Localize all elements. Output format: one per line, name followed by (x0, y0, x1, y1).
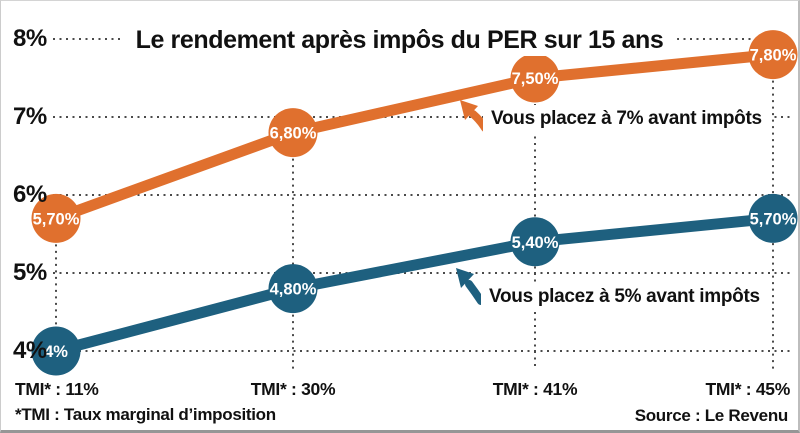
data-point-label-placement-5-pourcent: 4% (44, 343, 68, 361)
series-line-placement-5-pourcent (54, 212, 774, 357)
data-point-label-placement-5-pourcent: 5,40% (512, 234, 559, 252)
data-point-placement-5-pourcent (748, 193, 798, 243)
data-point-placement-7-pourcent (510, 53, 560, 103)
chart-title: Le rendement après impôs du PER sur 15 a… (121, 24, 678, 56)
data-point-placement-7-pourcent (748, 30, 798, 80)
series-line-placement-7-pourcent (54, 49, 774, 224)
series-annotation-7-percent: Vous placez à 7% avant impôts (483, 105, 770, 132)
tmi-footnote: *TMI : Taux marginal d’imposition (15, 405, 276, 424)
y-axis-tick-4: 4% (13, 337, 47, 364)
y-axis-tick-5: 5% (13, 259, 47, 286)
x-axis-tick-tmi-41: TMI* : 41% (492, 379, 578, 399)
y-axis-tick-8: 8% (13, 25, 47, 52)
data-point-placement-5-pourcent (268, 264, 318, 314)
data-point-placement-7-pourcent (268, 108, 318, 158)
plot-layer: 5,70% 6,80% 7,50% 7,80% 4% 4,80% 5,40% 5,70% (31, 30, 798, 376)
data-point-label-placement-7-pourcent: 5,70% (33, 210, 80, 228)
data-point-placement-5-pourcent (510, 217, 560, 267)
x-axis-tick-tmi-45: TMI* : 45% (705, 379, 790, 399)
data-point-label-placement-5-pourcent: 5,70% (750, 210, 797, 228)
data-point-label-placement-5-pourcent: 4,80% (270, 281, 317, 299)
series-annotation-5-percent: Vous placez à 5% avant impôts (481, 283, 768, 310)
data-point-placement-5-pourcent (31, 326, 81, 376)
arrow-up-left-icon (456, 268, 485, 305)
x-axis-tick-tmi-30: TMI* : 30% (250, 379, 336, 399)
arrow-up-left-icon (460, 100, 489, 132)
data-point-label-placement-7-pourcent: 6,80% (270, 125, 317, 143)
y-axis-tick-6: 6% (13, 181, 47, 208)
x-axis-tick-tmi-11: TMI* : 11% (15, 379, 99, 399)
data-point-label-placement-7-pourcent: 7,80% (750, 47, 797, 65)
data-point-label-placement-7-pourcent: 7,50% (512, 70, 559, 88)
source-credit: Source : Le Revenu (634, 406, 789, 425)
y-axis-tick-7: 7% (13, 103, 47, 130)
data-point-placement-7-pourcent (31, 193, 81, 243)
